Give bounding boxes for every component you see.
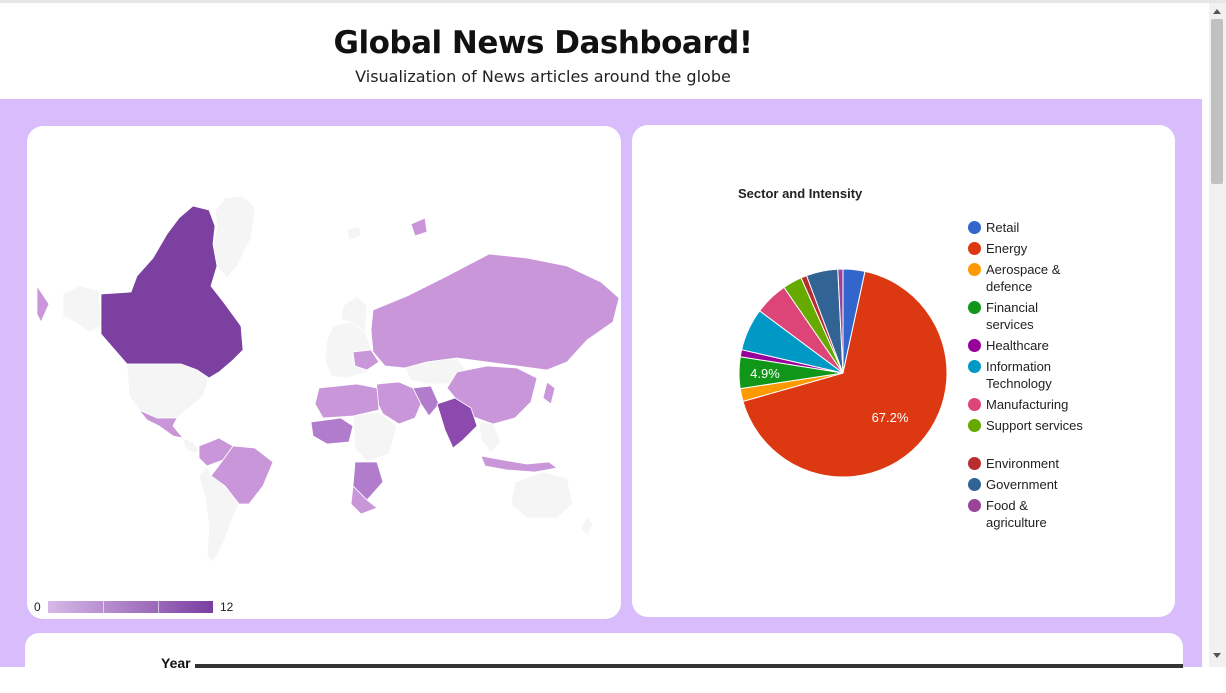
map-region-central-america (182, 437, 200, 455)
legend-dot-icon (968, 263, 981, 276)
legend-dot-icon (968, 360, 981, 373)
map-region-south-america-rest (198, 465, 240, 563)
scale-min-label: 0 (34, 600, 41, 614)
year-chart-label: Year (161, 655, 191, 671)
scroll-down-arrow-icon[interactable] (1213, 653, 1221, 658)
world-map[interactable] (27, 126, 621, 596)
map-country-alaska (62, 285, 102, 333)
browser-top-border (0, 0, 1226, 3)
map-region-southeast-asia (478, 421, 502, 453)
legend-dot-icon (968, 242, 981, 255)
pie-slice-label-3: 4.9% (750, 366, 780, 381)
pie-slice-1[interactable] (742, 270, 948, 478)
page-scrollbar[interactable] (1209, 3, 1226, 667)
map-country-greenland (212, 195, 256, 279)
pie-chart[interactable]: 67.2% 4.9% (632, 225, 962, 565)
map-country-new-zealand (580, 515, 594, 537)
pie-slice-label-1: 67.2% (872, 410, 909, 425)
scale-gradient-bar (48, 601, 213, 613)
map-region-svalbard (346, 225, 362, 241)
pie-slice-10[interactable] (837, 268, 844, 374)
map-region-north-africa (314, 383, 380, 419)
scroll-up-arrow-icon[interactable] (1213, 9, 1221, 14)
map-region-west-edge (36, 284, 50, 323)
map-country-south-africa (350, 485, 378, 515)
legend-dot-icon (968, 339, 981, 352)
sector-pie-card: Sector and Intensity 67.2% 4.9% Retail Ene… (632, 125, 1175, 617)
map-region-scandinavia (340, 295, 368, 333)
scroll-thumb[interactable] (1211, 19, 1223, 184)
legend-label: Environment (986, 456, 1059, 471)
pie-chart-title: Sector and Intensity (738, 186, 863, 201)
page-subtitle: Visualization of News articles around th… (355, 67, 731, 86)
legend-label: Support services (986, 418, 1083, 433)
legend-label: Manufacturing (986, 397, 1069, 412)
legend-dot-icon (968, 419, 981, 432)
world-map-card: 0 12 (27, 126, 621, 619)
legend-label: Retail (986, 220, 1020, 235)
map-country-usa (126, 363, 210, 419)
legend-label: Financial services (986, 300, 1039, 332)
legend-label: Government (986, 477, 1058, 492)
legend-dot-icon (968, 221, 981, 234)
legend-label: Energy (986, 241, 1028, 256)
map-country-australia (510, 471, 574, 519)
legend-dot-icon (968, 457, 981, 470)
legend-dot-icon (968, 499, 981, 512)
map-country-japan (542, 381, 556, 405)
scale-max-label: 12 (220, 600, 234, 614)
year-chart-card: Year (25, 633, 1183, 693)
legend-label: Food & agriculture (986, 498, 1047, 530)
map-region-west-africa (310, 417, 354, 445)
map-country-russia (370, 253, 620, 371)
legend-dot-icon (968, 478, 981, 491)
legend-label: Aerospace & defence (986, 262, 1061, 294)
legend-label: Information Technology (986, 359, 1052, 391)
legend-label: Healthcare (986, 338, 1049, 353)
legend-dot-icon (968, 301, 981, 314)
map-country-india (436, 397, 478, 449)
map-region-central-africa (352, 411, 398, 463)
legend-dot-icon (968, 398, 981, 411)
map-region-arctic-islands (410, 217, 428, 237)
page-header: Global News Dashboard! Visualization of … (0, 3, 1202, 99)
map-region-eastern-europe (352, 349, 380, 371)
map-region-indonesia (480, 455, 558, 473)
map-region-southern-africa (352, 461, 384, 501)
year-chart-axis (195, 664, 1183, 668)
page-title: Global News Dashboard! (333, 25, 753, 61)
map-country-iran (412, 385, 440, 417)
